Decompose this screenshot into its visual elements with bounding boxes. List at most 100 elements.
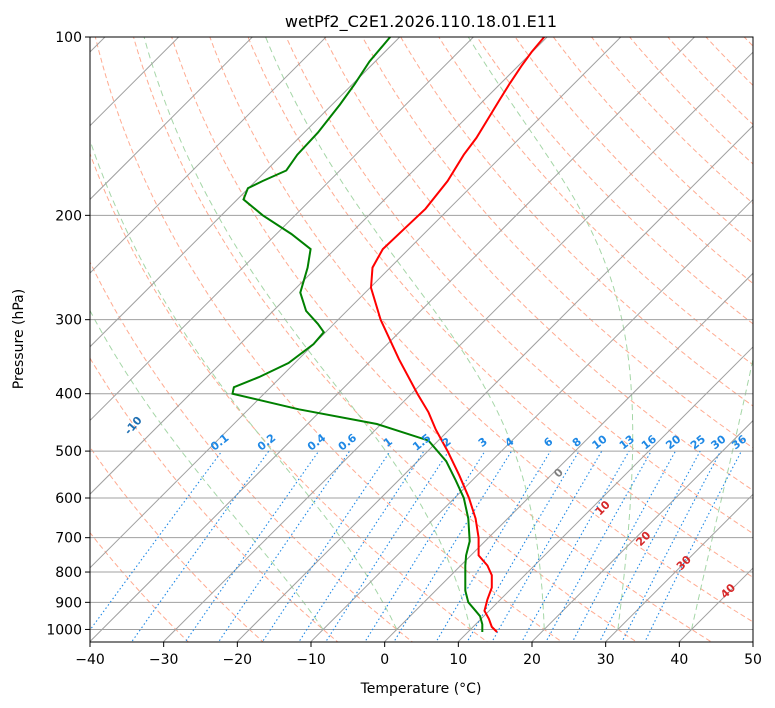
moist-adiabat-line bbox=[90, 309, 324, 630]
mixing-ratio-label: 3 bbox=[476, 435, 490, 450]
dry-adiabat-line bbox=[764, 0, 775, 654]
isotherm-line bbox=[604, 493, 753, 642]
moist-adiabat-line bbox=[691, 356, 753, 630]
x-tick-label: −40 bbox=[75, 652, 105, 668]
mixing-ratio-label: 36 bbox=[729, 432, 749, 452]
mixing-ratio-label: 6 bbox=[541, 435, 555, 450]
dry-adiabat-line bbox=[94, 37, 563, 642]
isotherm-line bbox=[90, 37, 180, 127]
moist-adiabat-line bbox=[143, 37, 471, 630]
mixing-ratio-line bbox=[261, 450, 391, 642]
mixing-ratio-label: 0.6 bbox=[336, 431, 360, 453]
y-axis-label: Pressure (hPa) bbox=[11, 289, 27, 389]
dry-adiabat-line bbox=[400, 37, 753, 407]
mixing-ratio-label: 30 bbox=[709, 432, 729, 452]
isotherm-line bbox=[90, 37, 327, 274]
y-tick-label: 1000 bbox=[46, 622, 82, 638]
grid-layer bbox=[90, 0, 775, 654]
mixing-ratio-line bbox=[521, 450, 630, 642]
mixing-ratio-label: 1.5 bbox=[410, 431, 433, 453]
mixing-ratio-label: 25 bbox=[688, 433, 708, 453]
isotherm-line bbox=[90, 37, 475, 422]
mixing-ratio-line bbox=[545, 450, 652, 642]
temperature-profile-line bbox=[369, 37, 545, 633]
plot-frame bbox=[89, 36, 754, 643]
isotherm-line bbox=[383, 272, 753, 642]
y-tick-label: 600 bbox=[55, 491, 82, 507]
mixing-ratio-label: 8 bbox=[570, 435, 584, 450]
mixing-ratio-label: 0.1 bbox=[208, 431, 231, 453]
isotherm-line bbox=[162, 51, 753, 642]
dry-adiabat-line bbox=[361, 37, 753, 449]
x-tick-label: 30 bbox=[597, 652, 615, 668]
isotherm-line bbox=[90, 37, 401, 348]
annotation-layer: 0.10.20.40.611.52346810131620253036-100-… bbox=[122, 414, 750, 601]
isotherm-line bbox=[90, 37, 254, 201]
dry-adiabat-label: -10 bbox=[122, 414, 145, 438]
x-tick-label: 20 bbox=[523, 652, 541, 668]
mixing-ratio-line bbox=[324, 450, 450, 642]
y-tick-label: 100 bbox=[55, 30, 82, 46]
mixing-ratio-label: 13 bbox=[617, 433, 637, 453]
mixing-ratio-label: 0.4 bbox=[305, 431, 329, 453]
isotherm-line bbox=[530, 419, 753, 642]
y-tick-label: 800 bbox=[55, 565, 82, 581]
dry-adiabat-line bbox=[90, 152, 489, 642]
dry-adiabat-line bbox=[285, 37, 753, 535]
isotherm-line bbox=[752, 641, 753, 642]
axis-layer: −40 −30 −20 −10 0 10 20 30 40 50 1000 900 800 700 600 5… bbox=[46, 30, 762, 668]
mixing-ratio-line bbox=[571, 450, 676, 642]
x-tick-label: −30 bbox=[149, 652, 179, 668]
moist-adiabat-label: 40 bbox=[718, 581, 738, 601]
x-tick-label: 10 bbox=[449, 652, 467, 668]
isotherm-line bbox=[90, 37, 622, 569]
dry-adiabat-line bbox=[476, 37, 753, 325]
mixing-ratio-line bbox=[217, 450, 351, 642]
mixing-ratio-line bbox=[598, 450, 701, 642]
chart-title: wetPf2_C2E1.2026.110.18.01.E11 bbox=[285, 12, 557, 32]
mixing-ratio-line bbox=[393, 450, 513, 642]
dry-adiabat-line bbox=[514, 37, 753, 285]
mixing-ratio-line bbox=[621, 450, 722, 642]
dewpoint-profile-line bbox=[231, 37, 484, 632]
mixing-ratio-line bbox=[184, 450, 320, 642]
y-tick-label: 200 bbox=[55, 208, 82, 224]
y-tick-label: 500 bbox=[55, 444, 82, 460]
x-tick-label: 50 bbox=[744, 652, 762, 668]
mixing-ratio-label: 0.2 bbox=[255, 431, 278, 453]
y-tick-label: 900 bbox=[55, 595, 82, 611]
mixing-ratio-line bbox=[644, 450, 742, 642]
mixing-ratio-line bbox=[130, 450, 270, 642]
x-axis-label: Temperature (°C) bbox=[360, 681, 482, 697]
moist-adiabat-line bbox=[765, 37, 775, 629]
dry-adiabat-line bbox=[90, 531, 190, 642]
isotherm-line bbox=[90, 37, 696, 642]
dry-adiabat-line bbox=[705, 37, 753, 86]
isotherm-line bbox=[90, 37, 548, 495]
dry-adiabat-line bbox=[729, 0, 775, 654]
dry-adiabat-line bbox=[628, 37, 753, 165]
mixing-ratio-line bbox=[466, 450, 580, 642]
mixing-ratio-line bbox=[298, 450, 425, 642]
moist-adiabat-line bbox=[467, 37, 634, 630]
isotherm-line bbox=[309, 198, 753, 642]
x-tick-label: −10 bbox=[296, 652, 326, 668]
x-tick-label: −20 bbox=[223, 652, 253, 668]
y-tick-label: 400 bbox=[55, 387, 82, 403]
y-tick-label: 300 bbox=[55, 313, 82, 329]
dry-adiabat-line bbox=[247, 37, 753, 578]
mixing-ratio-line bbox=[364, 450, 486, 642]
curve-layer bbox=[231, 37, 545, 633]
mixing-ratio-line bbox=[491, 450, 603, 642]
x-tick-label: 0 bbox=[380, 652, 389, 668]
isotherm-line bbox=[236, 125, 753, 642]
dry-adiabat-line bbox=[743, 37, 753, 47]
y-tick-label: 700 bbox=[55, 531, 82, 547]
mixing-ratio-line bbox=[435, 450, 551, 642]
mixing-ratio-label: 10 bbox=[590, 432, 610, 452]
dry-adiabat-line bbox=[171, 37, 713, 642]
moist-adiabat-line bbox=[90, 138, 398, 630]
isotherm-line bbox=[457, 346, 753, 642]
mixing-ratio-label: 16 bbox=[639, 432, 659, 452]
